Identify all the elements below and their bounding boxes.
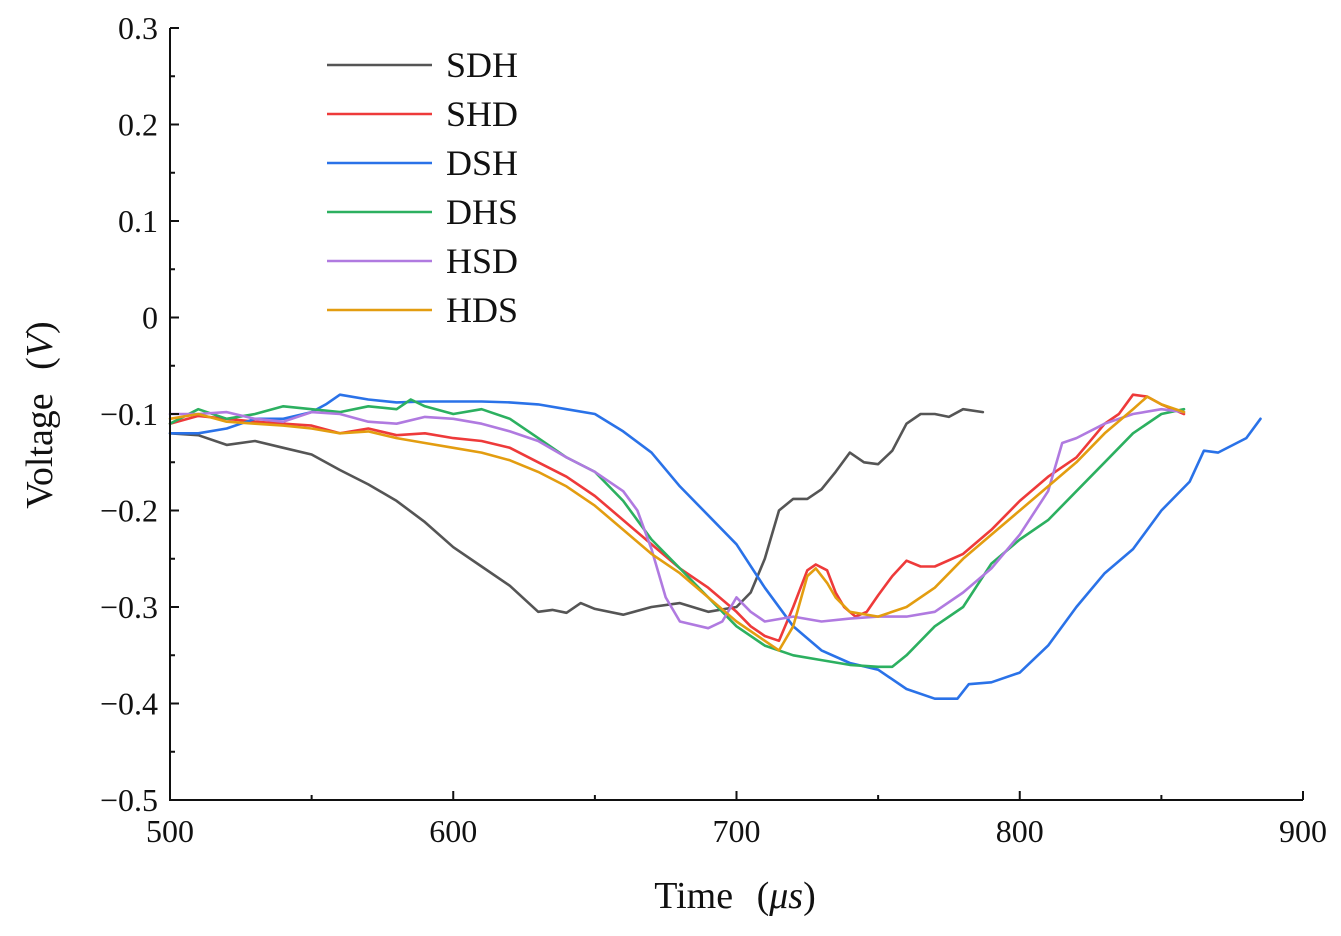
y-tick-label: 0 [142,300,158,336]
svg-text:Time (μs): Time (μs) [654,875,816,917]
y-axis-title: Voltage (V) [19,321,61,508]
legend-label-hsd: HSD [446,241,518,281]
x-tick-label: 500 [146,813,194,849]
legend: SDH SHD DSH DHS HSD HDS [327,45,518,330]
series-line-hds [168,395,1186,652]
y-axis-unit: V [19,330,61,357]
y-tick-label: 0.1 [118,203,158,239]
legend-label-sdh: SDH [446,45,518,85]
y-tick-label: −0.1 [100,396,158,432]
x-axis-unit: μs [768,875,803,917]
series-line-dhs [168,398,1186,669]
ticks-layer: −0.5 −0.4 −0.3 −0.2 −0.1 0 0.1 0.2 0.3 500 600 700 8… [100,10,1327,849]
y-tick-label: 0.3 [118,10,158,46]
y-tick-label: −0.5 [100,782,158,818]
legend-label-dhs: DHS [446,192,518,232]
x-tick-label: 900 [1279,813,1327,849]
legend-label-shd: SHD [446,94,518,134]
series-layer [168,393,1262,701]
y-tick-label: 0.2 [118,107,158,143]
series-line-hsd [168,407,1186,630]
legend-label-hds: HDS [446,290,518,330]
legend-label-dsh: DSH [446,143,518,183]
y-tick-label: −0.2 [100,493,158,529]
series-line-dsh [168,393,1262,701]
x-axis-title: Time (μs) [654,875,816,917]
series-line-shd [168,393,1186,643]
x-tick-label: 800 [996,813,1044,849]
y-tick-label: −0.3 [100,589,158,625]
y-tick-label: −0.4 [100,686,158,722]
x-axis-label: Time [654,875,733,917]
x-tick-label: 600 [429,813,477,849]
y-axis-label: Voltage [19,393,61,508]
x-tick-label: 700 [713,813,761,849]
series-line-sdh [168,407,985,617]
svg-text:Voltage (V): Voltage (V) [19,321,61,508]
